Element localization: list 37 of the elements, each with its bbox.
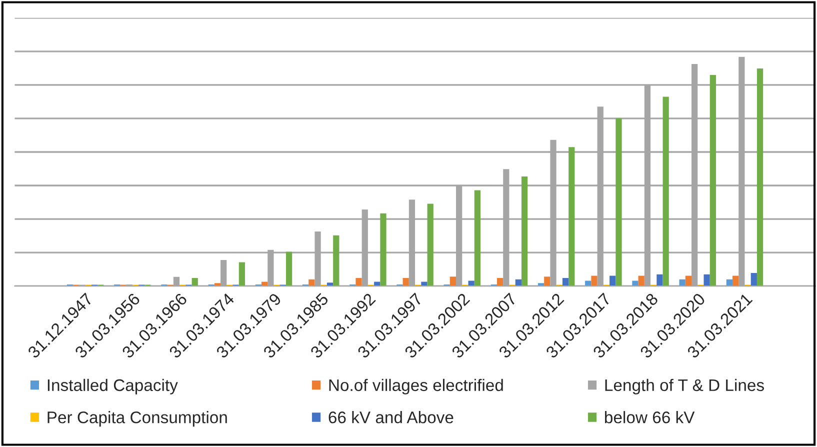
bar: [750, 273, 757, 286]
bar: [638, 276, 644, 286]
bar: [562, 278, 569, 286]
bar: [662, 96, 669, 286]
bar: [192, 278, 198, 286]
bar: [704, 274, 710, 286]
bar: [427, 204, 434, 286]
bar: [732, 276, 739, 286]
bar: [474, 190, 480, 286]
bar: [380, 213, 386, 286]
legend-label: Per Capita Consumption: [48, 411, 227, 427]
bar: [521, 176, 528, 286]
bar: [286, 252, 292, 286]
bar: [616, 118, 622, 286]
bar: [421, 282, 428, 286]
bar: [356, 278, 362, 286]
bar: [610, 276, 616, 286]
bar: [591, 276, 598, 286]
bar: [402, 278, 409, 286]
bar: [632, 280, 638, 286]
bar: [685, 276, 692, 286]
bar: [333, 235, 340, 286]
legend-label: below 66 kV: [605, 411, 695, 424]
bar: [756, 68, 764, 286]
legend-label: Installed Capacity: [48, 378, 178, 394]
legend-label: 66 kV and Above: [328, 411, 454, 424]
bar: [544, 276, 550, 286]
bar: [568, 147, 575, 286]
legend-label: No.of villages electrified: [329, 378, 503, 394]
bar: [262, 282, 268, 286]
bar: [656, 274, 663, 286]
legend-label: Length of T & D Lines: [605, 378, 764, 394]
bar: [450, 276, 456, 286]
bar: [374, 282, 380, 286]
bar: [238, 262, 246, 286]
bar: [710, 74, 716, 286]
bar: [496, 278, 504, 286]
